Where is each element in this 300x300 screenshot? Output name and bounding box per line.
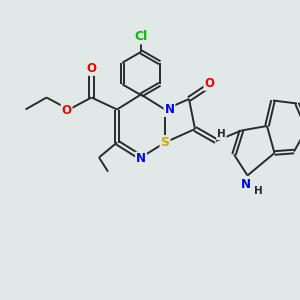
Text: O: O — [204, 77, 214, 90]
Text: N: N — [136, 152, 146, 166]
Text: N: N — [164, 103, 175, 116]
Text: O: O — [61, 103, 72, 117]
Text: N: N — [241, 178, 251, 191]
Text: H: H — [254, 186, 262, 196]
Text: S: S — [160, 136, 169, 149]
Text: H: H — [217, 129, 226, 140]
Text: Cl: Cl — [134, 30, 148, 44]
Text: O: O — [86, 62, 97, 75]
